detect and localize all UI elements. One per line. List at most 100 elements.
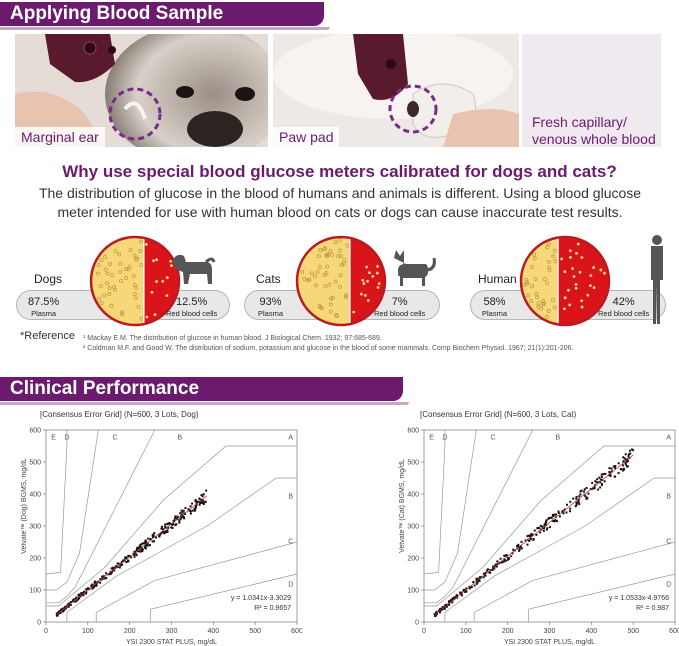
data-point xyxy=(160,527,163,530)
data-point xyxy=(516,545,519,548)
data-point xyxy=(85,591,88,594)
data-point xyxy=(174,517,177,520)
data-point xyxy=(140,542,143,545)
data-point xyxy=(479,576,482,579)
reference-item: ¹ Mackay E.M. The distribution of glucos… xyxy=(83,335,382,342)
data-point xyxy=(482,572,485,575)
dogs-plasma-value: 87.5% xyxy=(28,296,60,308)
caption-marginal-ear: Marginal ear xyxy=(15,127,105,147)
data-point xyxy=(630,448,633,451)
caption-paw-pad: Paw pad xyxy=(273,127,340,147)
zone-boundary xyxy=(424,429,534,604)
data-point xyxy=(575,495,578,498)
data-point xyxy=(539,524,542,527)
data-point xyxy=(609,475,612,478)
data-point xyxy=(66,604,69,607)
caption-whole-blood-line-2: venous whole blood xyxy=(532,131,656,147)
data-point xyxy=(495,565,498,568)
data-point xyxy=(451,601,454,604)
data-point xyxy=(552,514,555,517)
caption-whole-blood: Fresh capillary/ venous whole blood xyxy=(532,114,656,147)
data-point xyxy=(443,607,446,610)
data-point xyxy=(153,532,156,535)
data-point xyxy=(592,487,595,490)
data-point xyxy=(64,605,67,608)
data-point xyxy=(118,566,121,569)
data-point xyxy=(91,583,94,586)
data-point xyxy=(199,502,202,505)
data-point xyxy=(111,570,114,573)
data-point xyxy=(128,555,131,558)
data-point xyxy=(538,527,541,530)
data-point xyxy=(179,518,182,521)
data-point xyxy=(622,460,625,463)
data-point xyxy=(136,548,139,551)
data-point xyxy=(542,527,545,530)
plasma-region xyxy=(297,237,350,325)
data-point xyxy=(624,458,627,461)
data-point xyxy=(62,609,65,612)
data-point xyxy=(144,546,147,549)
data-point xyxy=(133,555,136,558)
data-point xyxy=(167,526,170,529)
data-point xyxy=(575,497,578,500)
data-point xyxy=(178,519,181,522)
dog-blood-distribution-pie xyxy=(89,235,181,327)
zone-boundary xyxy=(423,430,446,575)
data-point xyxy=(176,517,179,520)
data-point xyxy=(202,503,205,506)
regression-line xyxy=(56,495,208,616)
data-point xyxy=(593,486,596,489)
data-point xyxy=(563,508,566,511)
cats-rbc-pct: 7% Red blood cells xyxy=(374,296,425,320)
data-point xyxy=(124,556,127,559)
data-point xyxy=(202,493,205,496)
data-point xyxy=(64,607,67,610)
data-point xyxy=(485,569,488,572)
data-point xyxy=(172,520,175,523)
data-point xyxy=(56,611,59,614)
data-point xyxy=(585,497,588,500)
data-point xyxy=(130,556,133,559)
data-point xyxy=(550,516,553,519)
data-point xyxy=(532,538,535,541)
data-point xyxy=(545,520,548,523)
y-tick-label: 400 xyxy=(29,492,41,499)
data-point xyxy=(544,522,547,525)
data-point xyxy=(555,513,558,516)
data-point xyxy=(164,523,167,526)
y-tick-label: 0 xyxy=(415,620,419,627)
data-point xyxy=(552,513,555,516)
data-point xyxy=(76,599,79,602)
data-point xyxy=(180,513,183,516)
data-point xyxy=(621,469,624,472)
data-point xyxy=(511,552,514,555)
data-point xyxy=(472,581,475,584)
data-point xyxy=(87,587,90,590)
ear-sample-illustration xyxy=(15,34,268,147)
data-point xyxy=(435,612,438,615)
photo-whole-blood: Fresh capillary/ venous whole blood xyxy=(522,34,661,147)
data-point xyxy=(104,577,107,580)
data-point xyxy=(610,467,613,470)
x-axis-label: YSI 2300 STAT PLUS, mg/dL xyxy=(504,639,595,646)
data-point xyxy=(151,540,154,543)
error-grid-chart-dog: E D C B A B C D 0 100 200 300 400 500 600 0 100 200 300 400… xyxy=(21,428,302,646)
data-point xyxy=(60,609,63,612)
data-point xyxy=(158,535,161,538)
data-point xyxy=(456,596,459,599)
data-point xyxy=(491,569,494,572)
zone-label: E xyxy=(51,434,56,441)
data-point xyxy=(473,584,476,587)
data-point xyxy=(624,453,627,456)
data-point xyxy=(77,594,80,597)
data-point xyxy=(602,473,605,476)
human-plasma-label: Plasma xyxy=(482,309,508,318)
data-point xyxy=(174,515,177,518)
data-point xyxy=(193,507,196,510)
x-tick-label: 100 xyxy=(460,628,472,635)
data-point xyxy=(484,574,487,577)
data-point xyxy=(504,559,507,562)
data-point xyxy=(518,549,521,552)
data-point xyxy=(565,511,568,514)
